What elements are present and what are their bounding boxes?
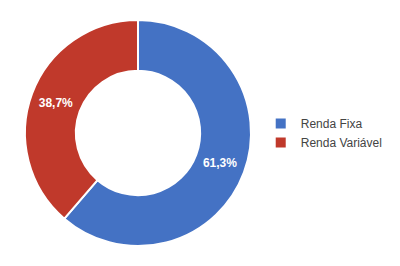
svg-text:38,7%: 38,7% xyxy=(39,96,73,110)
svg-text:Renda Variável: Renda Variável xyxy=(301,136,382,150)
svg-text:Renda Fixa: Renda Fixa xyxy=(301,117,363,131)
svg-text:61,3%: 61,3% xyxy=(203,156,237,170)
